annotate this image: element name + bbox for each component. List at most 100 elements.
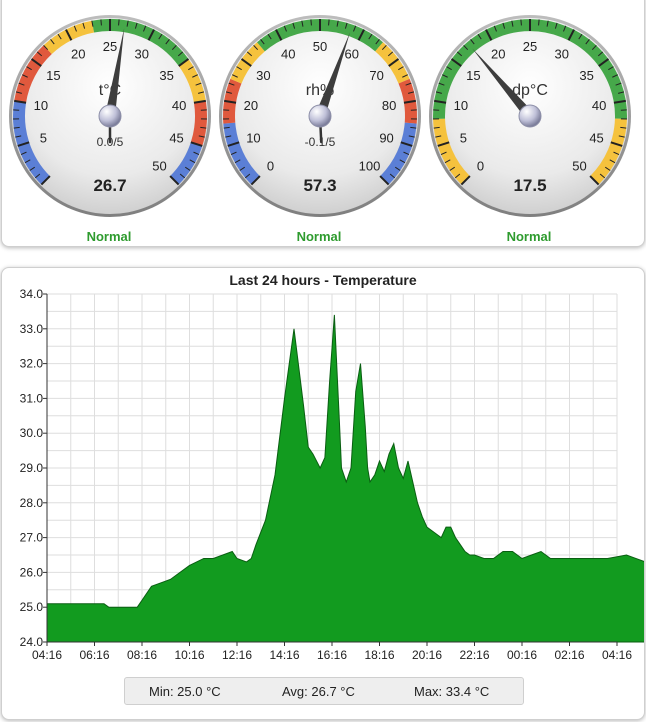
gauge-3-unit: dp°C bbox=[512, 82, 548, 99]
y-tick-label: 29.0 bbox=[20, 461, 44, 475]
gauge-tick bbox=[612, 74, 618, 78]
gauge-tick bbox=[610, 141, 623, 147]
x-tick-label: 02:16 bbox=[554, 648, 584, 662]
gauge-2-value: 57.3 bbox=[303, 176, 336, 195]
gauge-tick bbox=[82, 22, 86, 29]
gauge-tick bbox=[400, 141, 413, 147]
gauge-tick bbox=[485, 29, 493, 41]
gauge-tick bbox=[520, 19, 522, 26]
x-tick-label: 14:16 bbox=[269, 648, 299, 662]
gauge-1-band-5 bbox=[178, 58, 206, 103]
gauge-tick bbox=[554, 22, 558, 29]
y-tick-label: 27.0 bbox=[20, 531, 44, 545]
gauge-1-tick-label: 35 bbox=[159, 68, 173, 83]
gauge-tick bbox=[200, 126, 207, 129]
gauge-tick bbox=[193, 99, 206, 104]
gauge-tick bbox=[118, 19, 120, 26]
gauge-2-tick-label: 90 bbox=[379, 131, 393, 146]
gauge-tick bbox=[449, 166, 456, 171]
gauge-tick bbox=[43, 44, 49, 51]
gauge-tick bbox=[599, 173, 606, 179]
gauge-tick bbox=[283, 25, 287, 32]
gauge-tick bbox=[618, 135, 625, 138]
gauge-tick bbox=[353, 25, 357, 32]
gauge-tick bbox=[403, 151, 410, 155]
gauge-tick bbox=[477, 33, 482, 40]
x-tick-label: 00:16 bbox=[507, 648, 537, 662]
gauge-tick bbox=[169, 175, 180, 186]
gauge-2-status: Normal bbox=[296, 229, 342, 244]
gauge-1-tick-label: 15 bbox=[46, 68, 60, 83]
gauge-tick bbox=[165, 39, 170, 45]
gauge-tick bbox=[190, 141, 203, 147]
gauge-1-band-6 bbox=[190, 100, 207, 146]
gauge-tick bbox=[454, 173, 461, 179]
gauge-3-band-3 bbox=[589, 118, 627, 185]
gauge-tick bbox=[511, 20, 514, 27]
gauge-tick bbox=[224, 99, 237, 104]
gauge-tick bbox=[50, 39, 55, 45]
gauge-tick bbox=[22, 74, 28, 78]
x-tick-label: 12:16 bbox=[222, 648, 252, 662]
gauge-2-band-7 bbox=[379, 122, 417, 185]
gauge-tick bbox=[267, 33, 272, 40]
gauge-tick bbox=[20, 151, 27, 155]
gauge-2-tick-label: 30 bbox=[256, 68, 270, 83]
gauge-tick bbox=[410, 126, 417, 129]
gauge-tick bbox=[100, 19, 102, 26]
gauge-tick bbox=[408, 135, 415, 138]
gauge-tick bbox=[143, 25, 147, 32]
gauge-tick bbox=[17, 141, 30, 147]
gauge-tick bbox=[437, 141, 450, 147]
gauge-1-tick-label: 45 bbox=[169, 131, 183, 146]
gauge-tick bbox=[24, 159, 31, 164]
gauge-tick bbox=[171, 44, 177, 51]
gauge-tick bbox=[250, 175, 261, 186]
y-tick-label: 32.0 bbox=[20, 357, 44, 371]
y-tick-label: 26.0 bbox=[20, 565, 44, 579]
gauge-3-tick-label: 50 bbox=[572, 158, 586, 173]
y-tick-label: 25.0 bbox=[20, 600, 44, 614]
y-tick-label: 33.0 bbox=[20, 322, 44, 336]
gauge-tick bbox=[65, 29, 73, 41]
gauge-3-tick-label: 10 bbox=[454, 98, 468, 113]
gauge-3-tick-label: 35 bbox=[579, 68, 593, 83]
gauge-tick bbox=[402, 74, 408, 78]
gauge-tick bbox=[388, 58, 400, 67]
gauge-tick bbox=[609, 159, 616, 164]
gauge-tick bbox=[188, 66, 194, 71]
gauge-tick bbox=[158, 33, 163, 40]
gauge-3-tick-label: 25 bbox=[523, 39, 537, 54]
gauge-2-tick-label: 40 bbox=[281, 47, 295, 62]
stats-bar: Min: 25.0 °C Avg: 26.7 °C Max: 33.4 °C bbox=[124, 677, 524, 705]
gauge-tick bbox=[375, 39, 380, 45]
gauge-3-band-1 bbox=[433, 118, 471, 185]
gauge-tick bbox=[328, 19, 330, 26]
gauge-tick bbox=[234, 159, 241, 164]
gauge-1-value: 26.7 bbox=[93, 176, 126, 195]
gauge-tick bbox=[292, 22, 296, 29]
gauge-tick bbox=[198, 135, 205, 138]
gauge-tick bbox=[13, 126, 20, 129]
gauge-1-tick-label: 50 bbox=[152, 158, 166, 173]
gauge-2-tick-label: 50 bbox=[313, 39, 327, 54]
gauge-tick bbox=[538, 19, 540, 26]
x-tick-label: 10:16 bbox=[174, 648, 204, 662]
gauge-1-band-7 bbox=[169, 142, 203, 185]
gauge-tick bbox=[223, 126, 230, 129]
gauge-tick bbox=[30, 58, 42, 67]
gauge-tick bbox=[597, 51, 604, 57]
gauge-3-tick-label: 15 bbox=[466, 68, 480, 83]
gauge-tick bbox=[230, 151, 237, 155]
gauge-tick bbox=[91, 20, 94, 27]
gauge-tick bbox=[438, 82, 445, 86]
gauge-tick bbox=[260, 39, 265, 45]
x-tick-label: 04:16 bbox=[32, 648, 62, 662]
gauge-tick bbox=[301, 20, 304, 27]
gauge-tick bbox=[232, 74, 238, 78]
temperature-chart: 24.0 25.0 26.0 27.0 28.0 29.0 30.0 31.0 32.0 33.0… bbox=[20, 287, 644, 662]
gauge-tick bbox=[460, 175, 471, 186]
gauge-tick bbox=[620, 126, 627, 129]
gauge-tick bbox=[442, 74, 448, 78]
gauge-tick bbox=[368, 33, 373, 40]
